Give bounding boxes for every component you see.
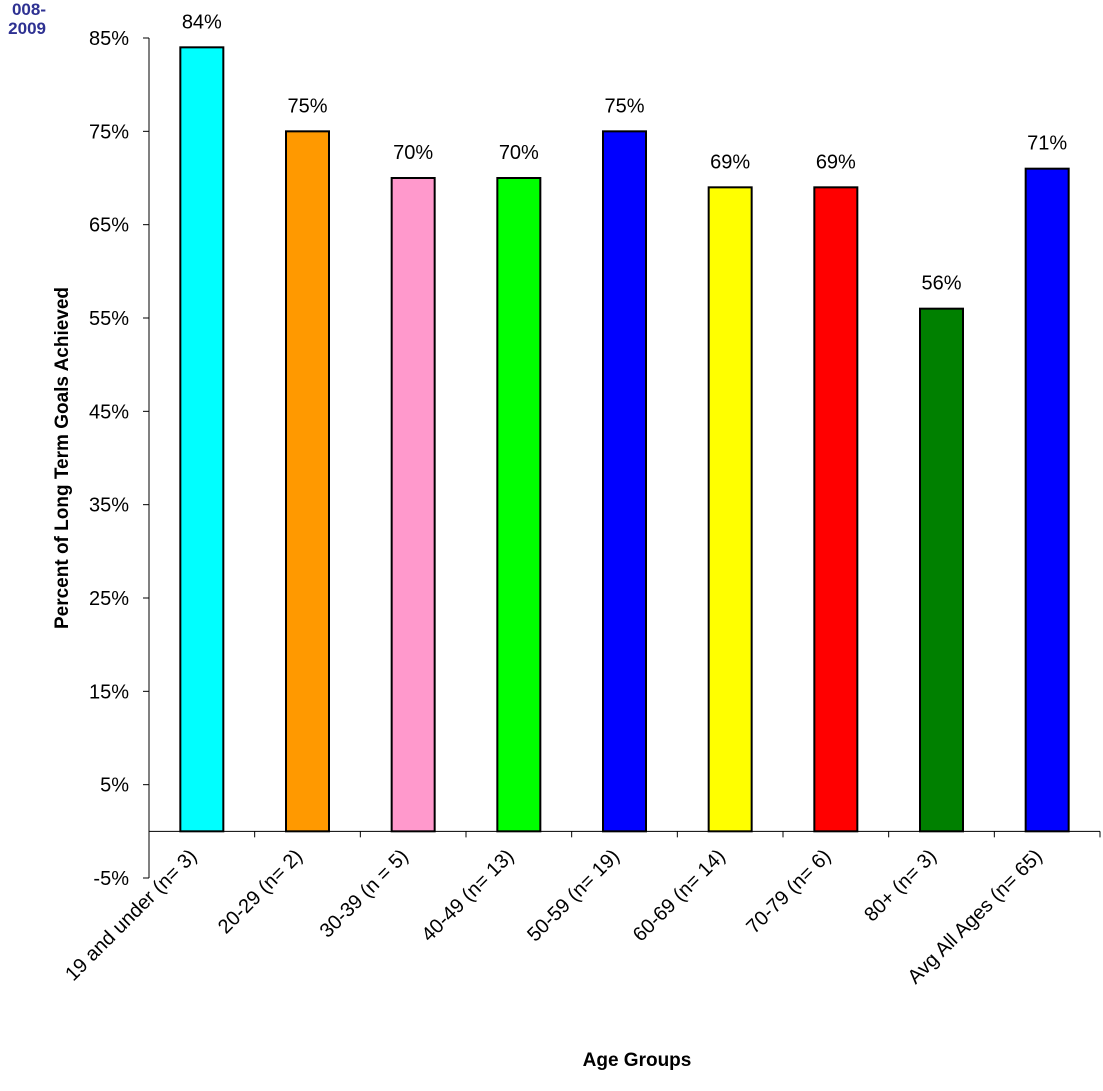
data-label: 69% (710, 151, 750, 173)
y-tick-label: 85% (89, 28, 129, 50)
y-axis-tick-labels: 85% 75% 65% 55% 45% 35% 25% 15% 5% -5% (89, 28, 129, 890)
data-label: 69% (816, 151, 856, 173)
axes (148, 38, 1100, 878)
data-label: 56% (921, 273, 961, 295)
bar (179, 46, 225, 833)
data-label: 70% (393, 142, 433, 164)
y-axis-ticks (143, 37, 149, 879)
x-tick-label: 60-69 (n= 14) (629, 845, 730, 946)
bar (285, 130, 330, 833)
x-tick-label: 70-79 (n= 6) (742, 845, 835, 938)
y-tick-label: 75% (89, 121, 129, 143)
x-tick-label: 19 and under (n= 3) (61, 845, 201, 985)
x-tick-label: 30-39 (n = 5) (316, 845, 413, 942)
data-label: 71% (1027, 133, 1067, 155)
data-label: 84% (182, 11, 222, 33)
corner-year-line-2: 2009 (8, 19, 46, 38)
bar (602, 130, 647, 833)
y-tick-label: 35% (89, 495, 129, 517)
corner-year-label: 008- 2009 (0, 0, 46, 38)
bar (919, 307, 964, 833)
x-tick-label: 80+ (n= 3) (860, 845, 941, 926)
y-tick-label: 55% (89, 308, 129, 330)
bar (496, 177, 542, 833)
bar (390, 177, 436, 833)
y-tick-label: 45% (89, 401, 129, 423)
y-tick-label: 5% (100, 775, 129, 797)
data-label: 70% (499, 142, 539, 164)
corner-year-line-1: 008- (11, 0, 46, 19)
y-tick-label: 65% (89, 215, 129, 237)
y-tick-label: 15% (89, 681, 129, 703)
y-tick-label: -5% (93, 868, 129, 890)
data-labels: 84% 75% 70% 70% 75% 69% 69% 56% 71% (182, 11, 1068, 294)
x-axis-title: Age Groups (583, 1050, 692, 1071)
x-tick-label: 50-59 (n= 19) (523, 845, 624, 946)
y-tick-label: 25% (89, 588, 129, 610)
x-axis-tick-labels: 19 and under (n= 3) 20-29 (n= 2) 30-39 (n … (61, 845, 1047, 988)
bar (813, 186, 859, 833)
data-label: 75% (604, 95, 644, 117)
x-tick-label: 20-29 (n= 2) (214, 845, 307, 938)
x-axis-ticks (254, 831, 1101, 838)
bar (1024, 167, 1070, 833)
y-axis-title: Percent of Long Term Goals Achieved (52, 287, 73, 629)
data-label: 75% (287, 95, 327, 117)
x-tick-label: 40-49 (n= 13) (418, 845, 519, 946)
bars (179, 46, 1070, 833)
bar (707, 186, 753, 833)
